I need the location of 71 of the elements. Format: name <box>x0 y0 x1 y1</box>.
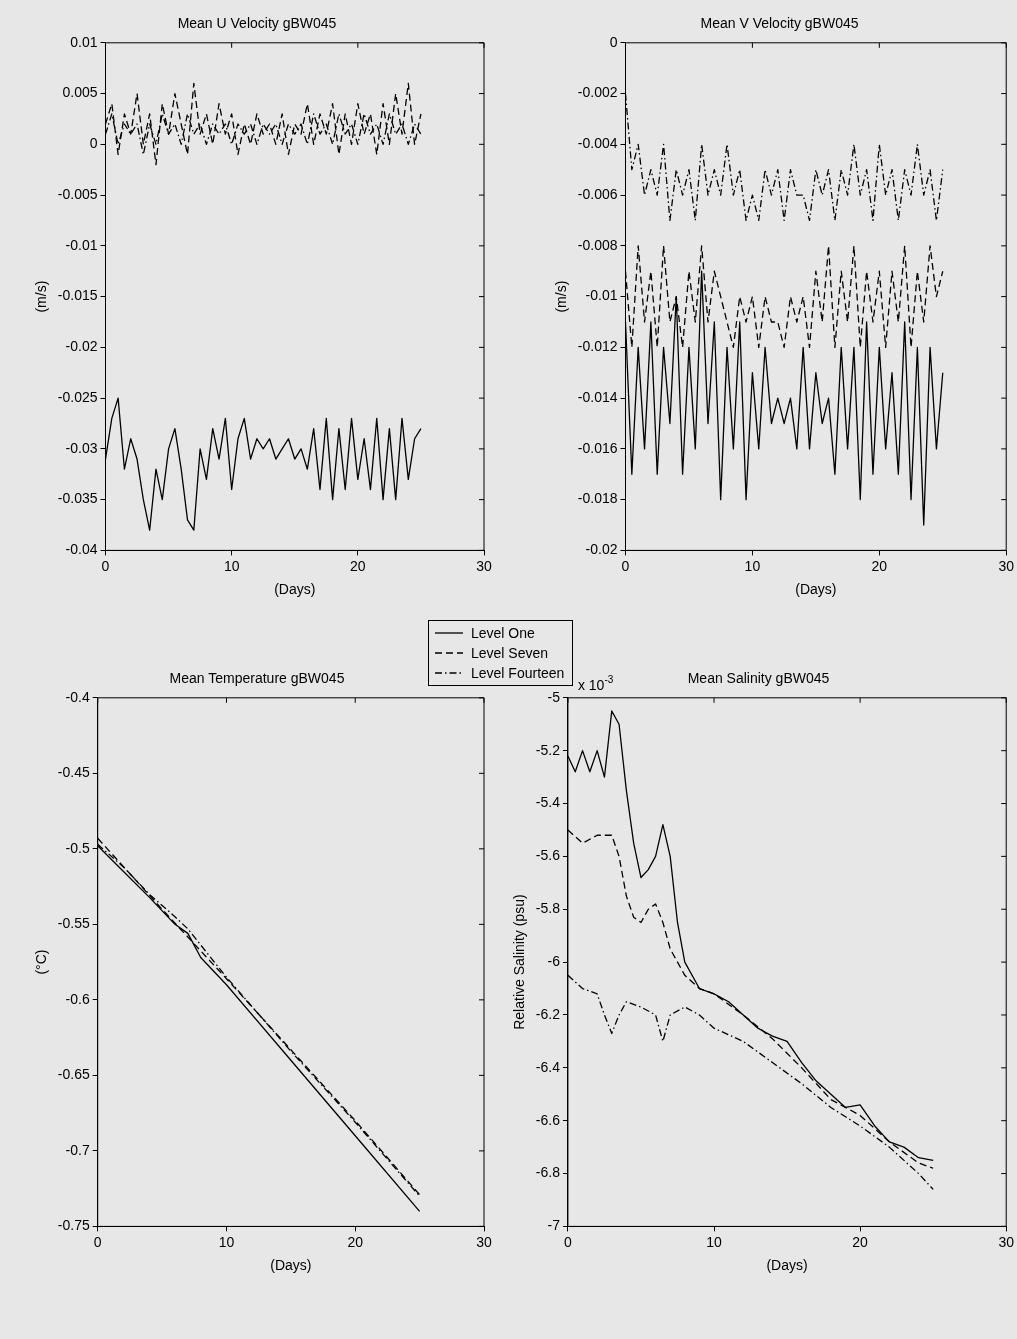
y-axis-title: Relative Salinity (psu) <box>511 894 528 1030</box>
x-tick-label: 20 <box>852 1233 869 1250</box>
y-tick-label: -5.2 <box>535 741 561 758</box>
legend-label: Level Seven <box>471 644 549 663</box>
y-tick-label: -0.008 <box>577 236 618 253</box>
x-axis-title: (Days) <box>270 1257 312 1274</box>
y-tick-label: -6 <box>547 952 561 969</box>
x-tick-label: 10 <box>223 557 240 574</box>
y-tick-label: -6.6 <box>535 1111 561 1128</box>
y-tick-label: -0.04 <box>65 541 98 558</box>
x-axis-title: (Days) <box>766 1257 808 1274</box>
y-tick-label: 0.005 <box>62 84 98 101</box>
x-tick-label: 30 <box>998 1233 1015 1250</box>
chart-title: Mean V Velocity gBW045 <box>700 15 859 32</box>
y-tick-label: -0.016 <box>577 439 618 456</box>
chart-title: Mean Temperature gBW045 <box>169 670 345 687</box>
y-tick-label: -5.4 <box>535 794 561 811</box>
y-tick-label: -6.8 <box>535 1164 561 1181</box>
y-tick-label: -0.005 <box>57 185 98 202</box>
x-tick-label: 30 <box>998 557 1015 574</box>
y-tick-label: -0.65 <box>57 1066 90 1083</box>
y-tick-label: -0.015 <box>57 287 98 304</box>
x-tick-label: 0 <box>564 1233 573 1250</box>
y-tick-label: -0.01 <box>65 236 98 253</box>
x-tick-label: 0 <box>621 557 630 574</box>
y-tick-label: 0 <box>89 135 98 152</box>
chart-title: Mean Salinity gBW045 <box>687 670 830 687</box>
y-tick-label: -0.5 <box>65 839 90 856</box>
y-tick-label: -0.75 <box>57 1217 90 1234</box>
legend-label: Level Fourteen <box>471 664 565 683</box>
x-tick-label: 30 <box>476 1233 492 1250</box>
y-tick-label: 0 <box>609 33 618 50</box>
x-axis-title: (Days) <box>274 581 316 598</box>
x-tick-label: 10 <box>744 557 761 574</box>
y-tick-label: -0.02 <box>585 541 618 558</box>
y-tick-label: -0.6 <box>65 990 90 1007</box>
y-tick-label: -0.01 <box>585 287 618 304</box>
legend-label: Level One <box>471 624 535 643</box>
y-tick-label: -0.004 <box>577 135 618 152</box>
x-tick-label: 20 <box>350 557 366 574</box>
x-tick-label: 10 <box>706 1233 723 1250</box>
y-tick-label: -0.4 <box>65 688 90 705</box>
y-tick-label: -0.7 <box>65 1141 90 1158</box>
y-tick-label: -5.8 <box>535 900 561 917</box>
y-tick-label: -0.012 <box>577 338 618 355</box>
y-axis-title: (m/s) <box>33 280 50 313</box>
y-tick-label: -0.002 <box>577 84 618 101</box>
y-tick-label: -6.2 <box>535 1005 561 1022</box>
x-tick-label: 10 <box>218 1233 235 1250</box>
y-tick-label: -0.025 <box>57 388 98 405</box>
y-tick-label: -5 <box>547 688 561 705</box>
y-tick-label: -0.55 <box>57 915 90 932</box>
y-tick-label: -7 <box>547 1217 561 1234</box>
y-tick-label: -0.02 <box>65 338 98 355</box>
y-tick-label: -0.035 <box>57 490 98 507</box>
y-tick-label: -0.006 <box>577 185 618 202</box>
x-tick-label: 20 <box>347 1233 364 1250</box>
x-tick-label: 0 <box>101 557 110 574</box>
chart-title: Mean U Velocity gBW045 <box>177 15 337 32</box>
y-tick-label: -0.014 <box>577 388 618 405</box>
y-axis-title: (°C) <box>33 949 50 975</box>
y-tick-label: -0.03 <box>65 439 98 456</box>
y-tick-label: -5.6 <box>535 847 561 864</box>
y-tick-label: 0.01 <box>70 33 98 50</box>
y-tick-label: -0.45 <box>57 764 90 781</box>
x-axis-title: (Days) <box>795 581 837 598</box>
y-tick-label: -0.018 <box>577 490 618 507</box>
y-axis-title: (m/s) <box>553 280 570 313</box>
x-tick-label: 30 <box>476 557 492 574</box>
x-tick-label: 20 <box>871 557 888 574</box>
y-tick-label: -6.4 <box>535 1058 561 1075</box>
